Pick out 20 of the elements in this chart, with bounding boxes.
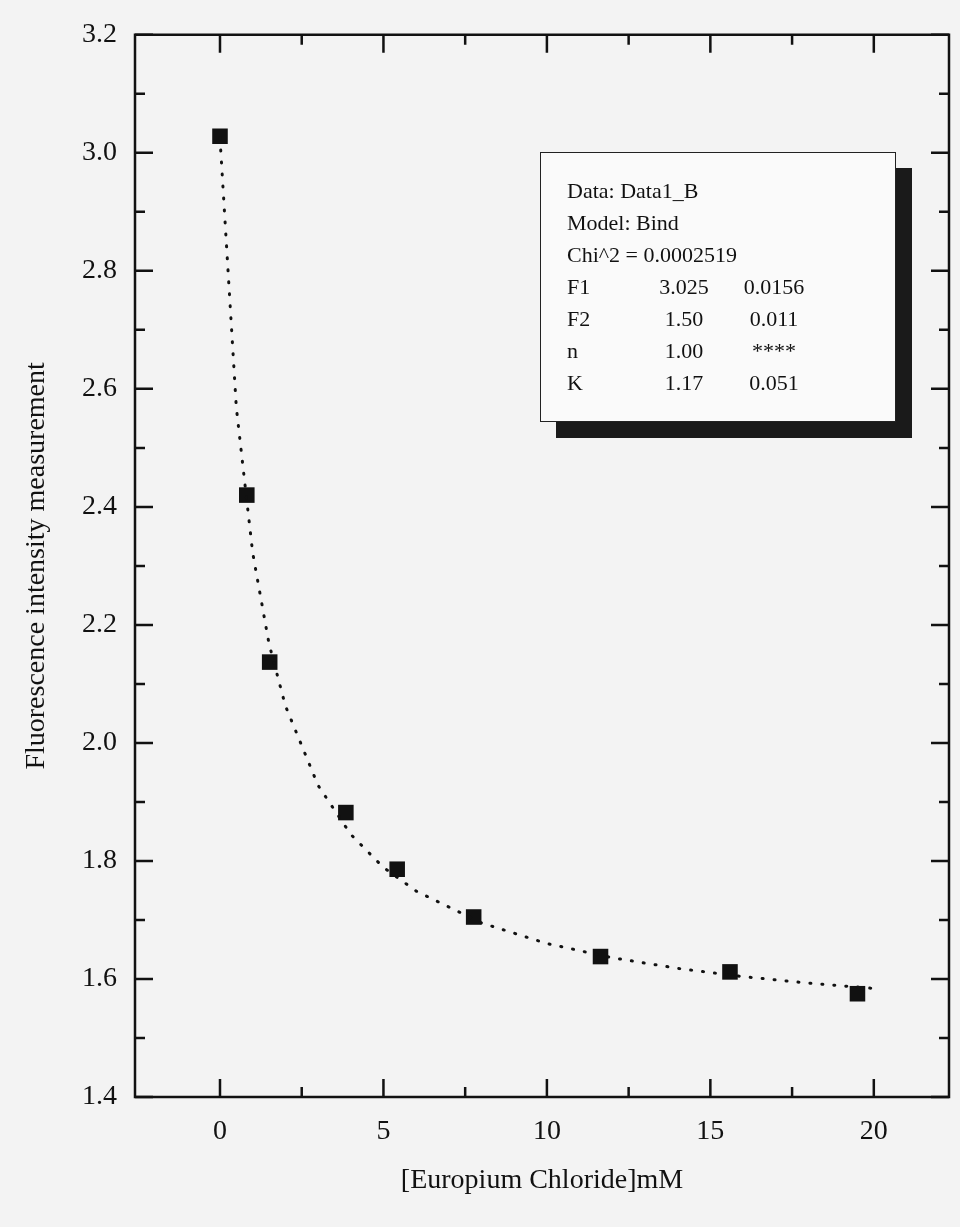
annotation: Chi^2 = 0.0002519 — [567, 241, 739, 269]
y-axis-title: Fluorescence intensity measurement — [19, 361, 51, 770]
x-axis-title: [Europium Chloride]mM — [400, 1162, 684, 1194]
annotation: Model: Bind — [567, 209, 680, 237]
x-tick-label: 10 — [532, 1114, 561, 1146]
y-tick-label: 1.4 — [82, 1079, 117, 1111]
y-tick-label: 2.4 — [82, 489, 117, 521]
x-tick-label: 5 — [376, 1114, 391, 1146]
x-tick-label: 20 — [859, 1114, 888, 1146]
y-tick-label: 3.2 — [82, 17, 117, 49]
y-tick-label: 2.6 — [82, 371, 117, 403]
y-tick-label: 2.0 — [82, 725, 117, 757]
y-tick-label: 1.6 — [82, 961, 117, 993]
y-tick-label: 1.8 — [82, 843, 117, 875]
y-tick-label: 2.8 — [82, 253, 117, 285]
x-tick-label: 15 — [696, 1114, 725, 1146]
x-tick-label: 0 — [213, 1114, 227, 1146]
y-tick-label: 2.2 — [82, 607, 117, 639]
y-tick-label: 3.0 — [82, 135, 117, 167]
annotation: Data: Data1_B — [567, 177, 700, 205]
